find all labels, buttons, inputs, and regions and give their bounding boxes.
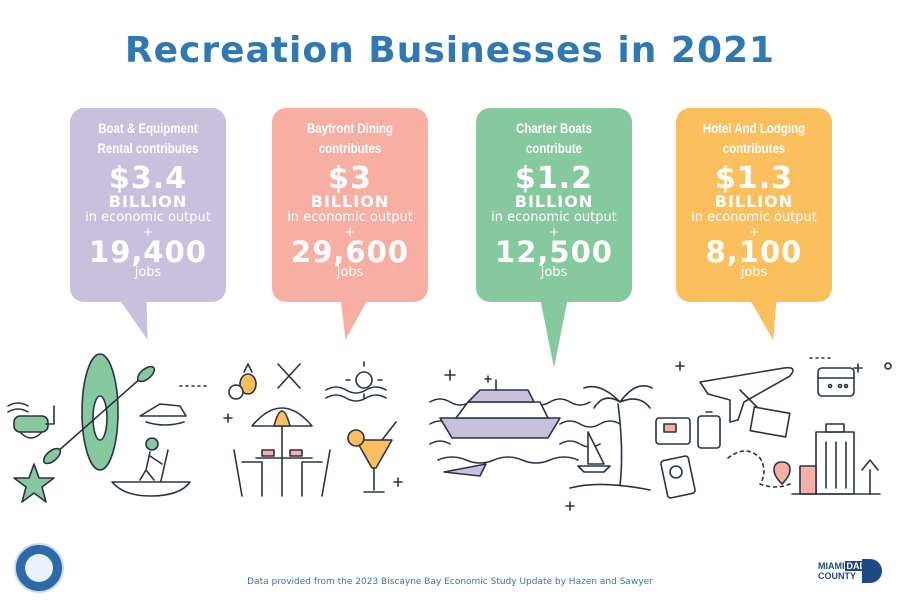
bubble-plus: +	[748, 225, 760, 239]
snorkel-mask-icon	[13, 405, 55, 439]
hotel-building-icon	[791, 423, 881, 495]
palm-tree-icon	[583, 385, 653, 487]
bubble-jobs: 8,100	[705, 235, 803, 269]
bubble-heading: Hotel And Lodging contributes	[702, 120, 806, 156]
bubble-amount: $1.3	[714, 161, 794, 196]
bubble-tail	[331, 298, 369, 340]
bubble-jobs: 12,500	[495, 235, 613, 269]
bubble-unit: BILLION	[108, 192, 188, 211]
bubble-jobs-label: jobs	[336, 265, 364, 280]
calendar-icon	[817, 367, 855, 397]
bubble-amount: $3	[328, 161, 372, 196]
bubble-heading: Boat & Equipment Rental contributes	[97, 120, 199, 156]
bubble-description: in economic output	[691, 210, 817, 225]
bubble-amount: $1.2	[514, 161, 594, 196]
paddleboard-icon	[111, 437, 191, 497]
speedboat-icon	[443, 463, 487, 477]
bubble-jobs-label: jobs	[134, 265, 162, 280]
logo-d-shape	[862, 559, 882, 583]
bubble-tail	[118, 298, 162, 340]
ticket-icon	[749, 406, 791, 438]
bubble-heading: Charter Boats contribute	[516, 120, 592, 156]
passport-icon	[660, 455, 696, 499]
bubble-plus: +	[344, 225, 356, 239]
bubble-plus: +	[548, 225, 560, 239]
bubble-bayfront-dining: Bayfront Dining contributes $3 BILLION i…	[272, 108, 428, 340]
kayak-illustration	[42, 353, 156, 471]
bubble-hotel-lodging: Hotel And Lodging contributes $1.3 BILLI…	[676, 108, 832, 340]
bubble-description: in economic output	[287, 210, 413, 225]
location-pin-icon	[773, 461, 791, 485]
yacht-icon	[439, 379, 561, 439]
bubble-heading: Bayfront Dining contributes	[306, 120, 394, 156]
water-management-seal-logo	[14, 543, 64, 593]
bubble-description: in economic output	[85, 210, 211, 225]
bubble-unit: BILLION	[714, 192, 794, 211]
bubble-tail	[540, 298, 568, 368]
bubble-unit: BILLION	[514, 192, 594, 211]
umbrella-table-icon	[233, 407, 331, 497]
jetski-icon	[139, 403, 187, 426]
bubble-amount: $3.4	[108, 161, 188, 196]
bubble-plus: +	[142, 225, 154, 239]
bubble-description: in economic output	[491, 210, 617, 225]
source-note: Data provided from the 2023 Biscayne Bay…	[247, 577, 653, 587]
bubble-charter-boats: Charter Boats contribute $1.2 BILLION in…	[476, 108, 632, 368]
logo-line-1: MIAMI DADE	[818, 561, 875, 571]
bubble-unit: BILLION	[310, 192, 390, 211]
seal-inner	[25, 554, 53, 582]
fruit-icon	[228, 363, 257, 400]
bubble-jobs: 29,600	[291, 235, 409, 269]
miami-dade-county-logo: MIAMI DADE COUNTY	[818, 559, 882, 583]
bubble-jobs-label: jobs	[740, 265, 768, 280]
logo-line-2: COUNTY	[818, 571, 856, 581]
cocktail-glass-icon	[347, 421, 397, 493]
luggage-icon	[655, 411, 721, 449]
bubble-jobs-label: jobs	[540, 265, 568, 280]
fork-knife-icon	[277, 363, 301, 389]
bubble-boat-rental: Boat & Equipment Rental contributes $3.4…	[70, 108, 226, 340]
starfish-icon	[13, 463, 55, 503]
sun-icon	[345, 361, 383, 399]
sailboat-icon	[577, 431, 611, 473]
page-title: Recreation Businesses in 2021	[124, 30, 776, 71]
bubble-jobs: 19,400	[89, 235, 207, 269]
bubble-tail	[748, 298, 788, 340]
illustration-strip	[7, 353, 892, 511]
